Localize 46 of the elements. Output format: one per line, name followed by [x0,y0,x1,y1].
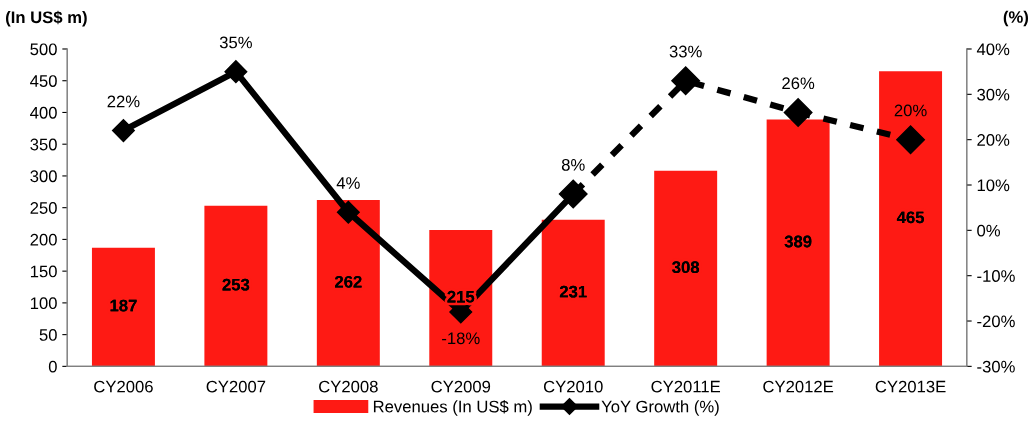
data-label: 231 [559,285,587,298]
data-label: 35% [219,36,252,49]
x-tick-label: CY2006 [94,380,153,393]
y2-tick-label: 40% [976,43,1010,56]
data-label: 389 [784,235,812,248]
data-label: 20% [894,104,927,117]
y-tick-label: 250 [30,202,57,214]
y2-tick-label: -30% [977,360,1015,373]
y2-tick-label: -10% [977,270,1015,282]
y-tick-label: 0 [48,360,57,373]
y-tick-label: 150 [30,265,57,278]
y-tick-label: 450 [30,75,57,87]
data-label: 187 [110,299,137,312]
data-label: 253 [222,278,250,291]
y2-tick-label: -20% [977,315,1015,328]
x-tick-label: CY2007 [206,380,266,393]
data-label: 465 [896,211,925,224]
y2-tick-label: 30% [977,88,1010,101]
y2-tick-label: 20% [977,134,1010,146]
data-label: 8% [561,158,585,171]
y2-tick-label: 10% [977,179,1010,192]
legend-label: YoY Growth (%) [601,400,719,416]
legend-label: Revenues (In US$ m) [373,400,532,416]
data-label: -18% [442,332,480,345]
y2-tick-label: 0% [977,224,1001,237]
y-tick-label: 400 [30,106,57,119]
y-tick-label: 50 [39,329,57,341]
x-tick-label: CY2011E [651,380,721,393]
data-label: 26% [782,77,815,90]
data-label: 308 [672,261,700,274]
data-label: 22% [107,95,140,108]
data-label: 262 [335,275,362,288]
x-tick-label: CY2008 [319,380,378,393]
y-tick-label: 200 [30,233,57,246]
x-tick-label: CY2012E [763,380,834,393]
y-tick-label: 500 [30,43,57,56]
y-tick-label: 100 [30,297,57,310]
data-label: 33% [669,45,702,58]
y2-axis-title: (%) [1003,10,1028,27]
x-tick-label: CY2009 [431,380,491,393]
y-axis-title: (In US$ m) [6,10,87,27]
x-tick-label: CY2010 [543,380,603,393]
y-tick-label: 300 [30,170,57,183]
y-tick-label: 350 [30,138,57,151]
x-tick-label: CY2013E [875,380,946,393]
data-label: 4% [336,177,360,189]
